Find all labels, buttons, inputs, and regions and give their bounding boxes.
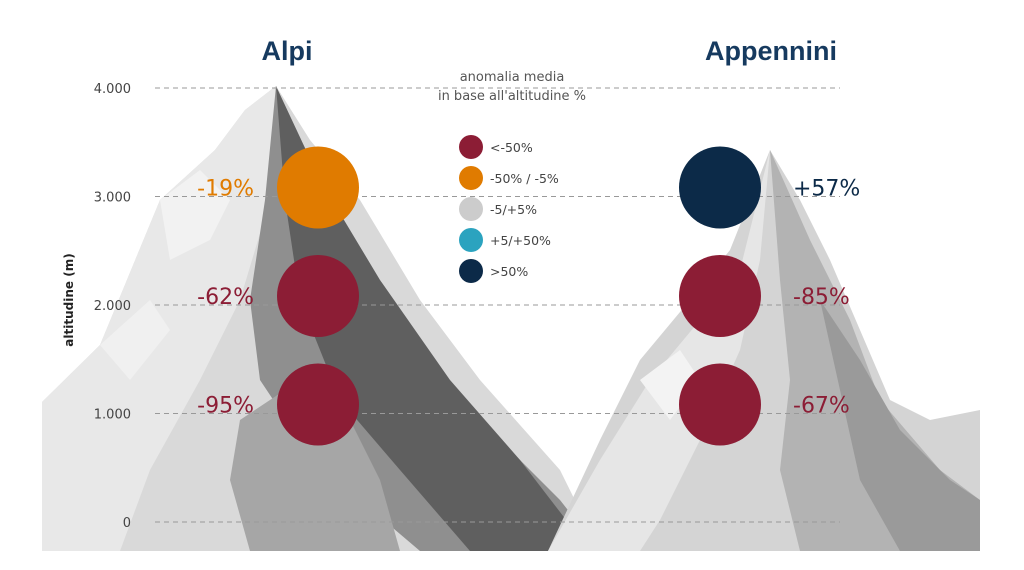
- legend-label: <-50%: [490, 140, 533, 155]
- y-tick-label: 2.000: [94, 299, 131, 314]
- data-points: -19% -62% -95% +57% -85% -67%: [197, 146, 860, 446]
- legend-title-line-1: anomalia media: [460, 70, 565, 85]
- legend: anomalia media in base all'altitudine % …: [438, 70, 586, 283]
- anomaly-circle: [277, 363, 359, 446]
- legend-label: >50%: [490, 264, 528, 279]
- anomaly-label: -85%: [793, 285, 850, 310]
- legend-swatch: [459, 259, 483, 283]
- y-axis-label: altitudine (m): [62, 253, 76, 346]
- legend-swatch: [459, 197, 483, 221]
- y-tick-label: 3.000: [94, 191, 131, 206]
- y-tick-labels: 0 1.000 2.000 3.000 4.000: [94, 82, 131, 531]
- group-title-appennini: Appennini: [705, 36, 837, 66]
- anomaly-circle: [679, 146, 761, 229]
- anomaly-label: -95%: [197, 394, 254, 419]
- legend-label: +5/+50%: [490, 233, 551, 248]
- legend-swatch: [459, 228, 483, 252]
- anomaly-circle: [679, 363, 761, 446]
- legend-label: -50% / -5%: [490, 171, 559, 186]
- anomaly-circle: [277, 255, 359, 337]
- y-tick-label: 0: [123, 516, 131, 531]
- anomaly-circle: [679, 255, 761, 337]
- legend-swatch: [459, 135, 483, 159]
- anomaly-label: -62%: [197, 285, 254, 310]
- anomaly-label: -67%: [793, 394, 850, 419]
- y-tick-label: 4.000: [94, 82, 131, 97]
- group-title-alpi: Alpi: [262, 36, 313, 66]
- mountain-illustration: [42, 86, 980, 551]
- legend-title-line-2: in base all'altitudine %: [438, 89, 586, 104]
- anomaly-label: +57%: [793, 177, 860, 202]
- anomaly-label: -19%: [197, 177, 254, 202]
- legend-label: -5/+5%: [490, 202, 537, 217]
- legend-swatch: [459, 166, 483, 190]
- y-tick-label: 1.000: [94, 408, 131, 423]
- anomaly-circle: [277, 146, 359, 229]
